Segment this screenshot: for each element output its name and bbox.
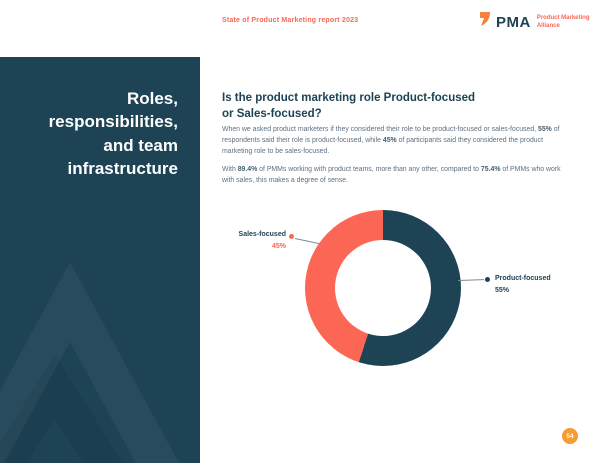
chapter-title: Roles, responsibilities, and team infras… xyxy=(48,89,178,179)
page-number-badge: 54 xyxy=(562,428,578,444)
pma-logo-name: Product Marketing Alliance xyxy=(537,14,590,30)
section-heading: Is the product marketing role Product-fo… xyxy=(222,92,476,120)
callout-sales-value: 45% xyxy=(271,242,286,250)
callout-product-focused: Product-focused 55% xyxy=(495,273,585,297)
pma-flame-icon xyxy=(480,12,490,26)
callout-product-value: 55% xyxy=(495,286,510,294)
callout-sales-focused: Sales-focused 45% xyxy=(168,229,286,253)
report-title: State of Product Marketing report 2023 xyxy=(222,17,359,24)
body-paragraph-1: When we asked product marketers if they … xyxy=(222,126,560,156)
callout-sales-label: Sales-focused xyxy=(238,231,286,238)
chevron-watermark-decoration xyxy=(0,262,180,463)
callout-product-label: Product-focused xyxy=(495,275,551,282)
pma-logo: PMA Product Marketing Alliance xyxy=(478,12,590,32)
donut-chart xyxy=(305,210,461,366)
pma-logo-name-line2: Alliance xyxy=(536,23,560,29)
pma-logo-abbr: PMA xyxy=(496,13,531,31)
product-focused-leader-line xyxy=(457,279,485,281)
sales-focused-marker-dot xyxy=(289,234,294,239)
product-focused-marker-dot xyxy=(485,277,490,282)
chapter-sidebar: Roles, responsibilities, and team infras… xyxy=(0,57,200,463)
body-paragraph-2: With 89.4% of PMMs working with product … xyxy=(222,166,561,185)
sales-focused-leader-line xyxy=(294,238,321,245)
pma-logo-name-line1: Product Marketing xyxy=(536,14,590,21)
